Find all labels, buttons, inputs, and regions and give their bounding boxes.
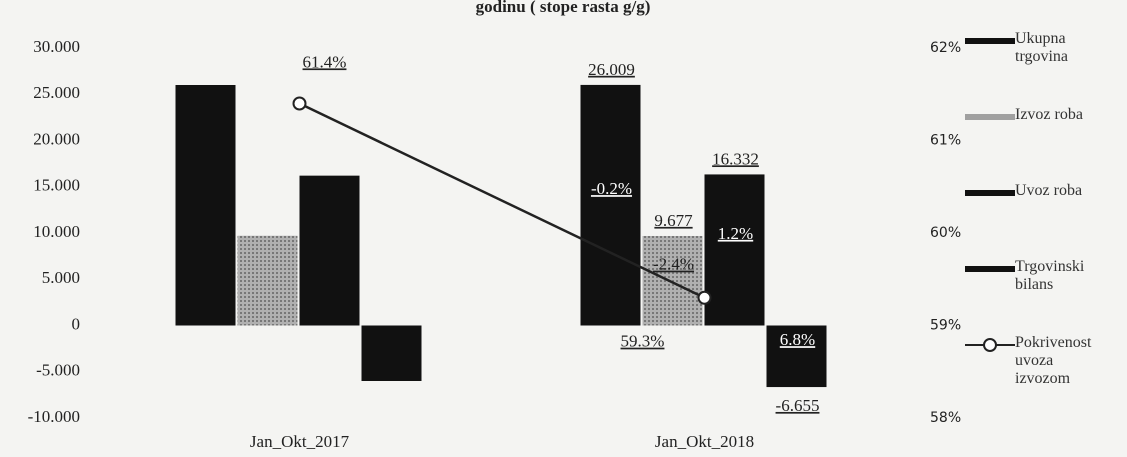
bar — [175, 85, 236, 326]
legend-swatch — [965, 190, 1015, 196]
legend-swatch — [965, 338, 1015, 352]
line-marker — [292, 96, 307, 111]
y2-tick-label: 61% — [930, 133, 961, 149]
line-label: 59.3% — [621, 332, 665, 351]
x-tick-label: Jan_Okt_2017 — [250, 432, 350, 451]
y2-tick-label: 58% — [930, 410, 961, 426]
y-tick-label: 0 — [72, 314, 81, 333]
line-label: 61.4% — [303, 52, 347, 71]
bar — [237, 235, 298, 326]
growth-label: -0.2% — [591, 179, 632, 198]
data-label: 26.009 — [588, 60, 635, 79]
legend-item: Uvoz roba — [965, 182, 1125, 258]
legend: Ukupna trgovina Izvoz roba Uvoz roba Trgovi… — [965, 30, 1125, 410]
legend-marker — [983, 338, 997, 352]
legend-swatch — [965, 114, 1015, 120]
bar — [580, 84, 641, 326]
legend-label: Trgovinski bilans — [1015, 258, 1085, 293]
bar — [299, 175, 360, 326]
data-label: 9.677 — [654, 211, 693, 230]
legend-swatch — [965, 266, 1015, 272]
legend-swatch — [965, 38, 1015, 44]
line-marker — [697, 290, 712, 305]
y-tick-label: 30.000 — [33, 37, 80, 56]
growth-label: 6.8% — [780, 330, 815, 349]
y-tick-label: 10.000 — [33, 222, 80, 241]
y-tick-label: -5.000 — [36, 361, 80, 380]
legend-item: Pokrivenost uvoza izvozom — [965, 334, 1125, 410]
y2-tick-label: 60% — [930, 225, 961, 241]
x-tick-label: Jan_Okt_2018 — [655, 432, 754, 451]
bar — [642, 235, 703, 326]
legend-item: Izvoz roba — [965, 106, 1125, 182]
y2-tick-label: 62% — [930, 40, 961, 56]
legend-label: Izvoz roba — [1015, 106, 1083, 123]
legend-label: Uvoz roba — [1015, 182, 1083, 199]
data-label: -6.655 — [776, 396, 820, 415]
y-tick-label: 5.000 — [42, 268, 80, 287]
y-tick-label: 15.000 — [33, 176, 80, 195]
data-label: 16.332 — [712, 149, 759, 168]
bar — [766, 325, 827, 388]
legend-item: Trgovinski bilans — [965, 258, 1125, 334]
line — [298, 102, 706, 299]
growth-label: 1.2% — [718, 224, 753, 243]
legend-item: Ukupna trgovina — [965, 30, 1125, 106]
growth-label: -2.4% — [653, 255, 694, 274]
y-tick-label: 20.000 — [33, 129, 80, 148]
chart-title: godinu ( stope rasta g/g) — [476, 0, 651, 16]
bar — [361, 325, 422, 381]
y2-tick-label: 59% — [930, 318, 961, 334]
legend-label: Ukupna trgovina — [1015, 30, 1069, 65]
y-tick-label: -10.000 — [28, 407, 80, 426]
y-tick-label: 25.000 — [33, 83, 80, 102]
legend-label: Pokrivenost uvoza izvozom — [1015, 334, 1092, 387]
bar — [704, 174, 765, 326]
